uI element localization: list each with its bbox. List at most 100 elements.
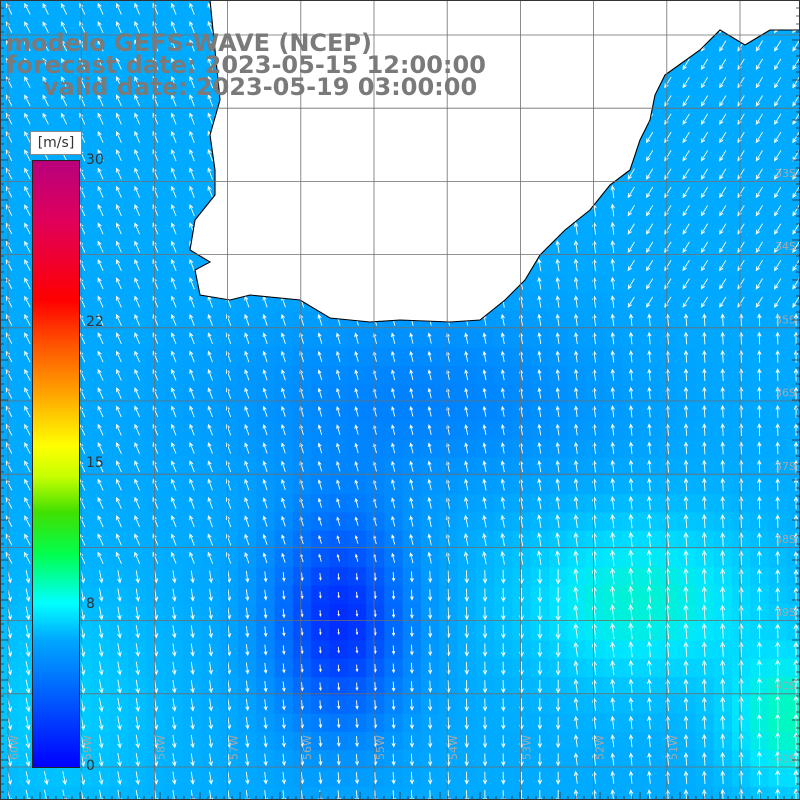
wind-arrow (60, 21, 68, 33)
field-cell (256, 786, 276, 800)
field-cell (786, 658, 800, 678)
field-cell (677, 786, 696, 800)
longitude-label: 57W (228, 735, 241, 760)
wind-arrow (42, 21, 49, 33)
field-cell (786, 146, 800, 166)
wind-arrow (79, 2, 86, 15)
wind-arrow (115, 21, 122, 34)
field-cell (128, 786, 147, 800)
wind-arrow (189, 20, 195, 34)
field-cell (183, 786, 202, 800)
wind-arrow (719, 40, 727, 52)
wind-arrow (42, 39, 49, 52)
field-cell (786, 256, 800, 276)
longitude-label: 60W (8, 735, 21, 760)
field-cell (658, 786, 678, 800)
field-cell (786, 475, 800, 495)
wind-arrow (97, 21, 104, 34)
wind-arrow (5, 21, 13, 34)
wind-arrow (152, 39, 159, 52)
field-cell (109, 786, 129, 800)
wind-arrow (5, 39, 13, 52)
field-cell (786, 292, 800, 312)
longitude-label: 52W (594, 735, 607, 760)
colorbar (32, 160, 80, 768)
field-cell (640, 786, 660, 800)
field-cell (786, 274, 800, 294)
field-cell (384, 786, 404, 800)
longitude-label: 58W (154, 735, 167, 760)
field-cell (786, 677, 800, 696)
wind-arrow (189, 2, 195, 15)
field-cell (329, 786, 349, 800)
wind-arrow (24, 39, 31, 52)
field-cell (622, 786, 642, 800)
wind-arrow (97, 2, 104, 15)
colorbar-tick-label: 8 (86, 596, 95, 613)
field-cell (786, 640, 800, 660)
latitude-label: 41S (775, 753, 796, 766)
field-cell (786, 402, 800, 422)
field-cell (347, 786, 367, 800)
wind-arrow (42, 2, 49, 15)
latitude-label: 36S (775, 387, 796, 400)
longitude-label: 59W (81, 735, 94, 760)
colorbar-tick-label: 30 (86, 152, 104, 168)
title-valid-date: valid date: 2023-05-19 03:00:00 (43, 73, 478, 101)
field-cell (786, 54, 800, 74)
wind-arrow (24, 2, 31, 15)
wind-arrow (60, 39, 68, 52)
wind-arrow (134, 20, 141, 34)
wind-arrow (207, 39, 214, 52)
field-cell (567, 786, 587, 800)
field-cell (786, 183, 800, 202)
field-cell (237, 786, 257, 800)
wind-arrow (79, 21, 86, 34)
colorbar-tick-label: 22 (86, 313, 104, 330)
wind-arrow (60, 2, 68, 15)
field-cell (786, 768, 800, 788)
field-cell (36, 786, 56, 800)
latitude-label: 34S (775, 240, 796, 253)
field-cell (366, 786, 385, 800)
field-cell (786, 494, 800, 513)
colorbar-tick-label: 15 (86, 455, 104, 471)
colorbar-unit: [m/s] (30, 131, 82, 155)
field-cell (786, 439, 800, 459)
field-cell (786, 36, 800, 56)
field-cell (786, 109, 800, 129)
field-cell (786, 91, 800, 111)
wind-arrow (79, 39, 86, 52)
field-cell (786, 201, 800, 221)
wind-arrow (170, 20, 177, 34)
longitude-label: 55W (374, 735, 387, 760)
field-cell (786, 567, 800, 587)
latitude-label: 39S (775, 606, 796, 619)
field-cell (786, 73, 800, 93)
colorbar-tick-label: 0 (86, 758, 95, 774)
field-cell (786, 347, 800, 367)
wind-arrow (24, 21, 31, 34)
longitude-label: 56W (301, 735, 314, 760)
latitude-label: 33S (775, 167, 796, 180)
wind-arrow (152, 20, 159, 34)
field-cell (786, 219, 800, 239)
wind-arrow (115, 2, 122, 15)
latitude-label: 37S (775, 460, 796, 473)
field-cell (292, 786, 312, 800)
wind-arrow (134, 39, 141, 52)
field-cell (54, 786, 74, 800)
wind-arrow (189, 39, 195, 52)
field-cell (73, 786, 93, 800)
wind-arrow (134, 2, 141, 15)
field-cell (695, 786, 715, 800)
field-cell (146, 786, 166, 800)
latitude-label: 40S (775, 679, 796, 692)
field-cell (18, 786, 38, 800)
wind-arrow (5, 2, 13, 15)
field-cell (603, 786, 623, 800)
field-cell (311, 786, 330, 800)
field-cell (786, 366, 800, 385)
wind-arrow (170, 39, 177, 52)
